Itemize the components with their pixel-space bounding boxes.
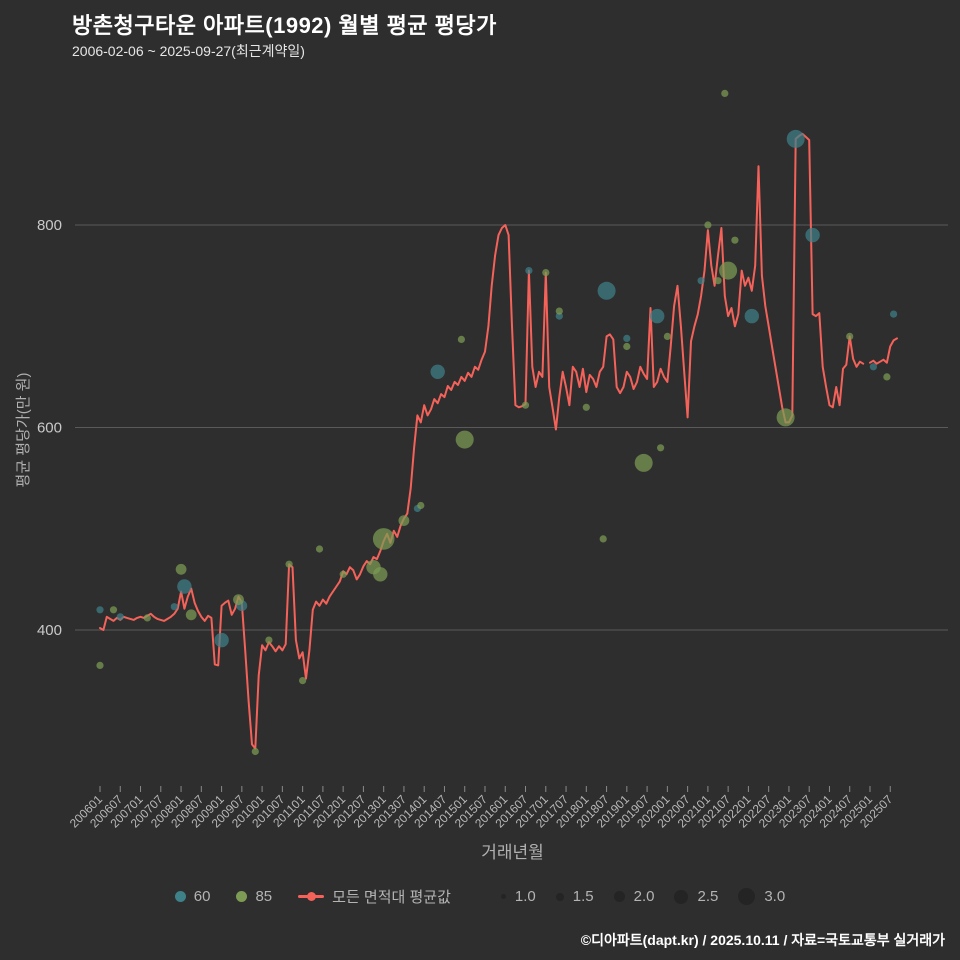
series-60-marker-icon (174, 891, 186, 902)
bubble-85 (731, 236, 739, 244)
bubble-85 (846, 332, 854, 340)
size-legend-item-1.5: 1.5 (555, 888, 594, 905)
bubble-85 (457, 335, 465, 343)
bubble-60 (96, 606, 104, 614)
bubble-85 (521, 401, 530, 409)
size-dot-icon (674, 889, 689, 904)
bubble-85 (372, 528, 395, 550)
series-85-marker-icon (236, 891, 248, 902)
bubble-60 (177, 579, 192, 594)
size-legend-item-1.0: 1.0 (500, 888, 536, 905)
bubble-85 (623, 342, 631, 351)
bubble-85 (663, 332, 672, 340)
legend-item-85[interactable]: 85 (236, 888, 272, 905)
bubble-85 (185, 609, 197, 621)
bubble-85 (265, 636, 273, 644)
average-price-line (99, 132, 898, 750)
legend-label-average: 모든 면적대 평균값 (332, 889, 451, 906)
y-tick-800: 800 (37, 217, 62, 234)
size-dot-icon (555, 892, 564, 901)
page-title: 방촌청구타운 아파트(1992) 월별 평균 평당가 (72, 13, 497, 38)
size-legend-item-2.0: 2.0 (613, 888, 655, 905)
bubble-60 (555, 312, 563, 320)
bubble-85 (542, 269, 550, 277)
bubble-85 (582, 403, 590, 411)
y-tick-600: 600 (37, 420, 62, 437)
bubble-85 (251, 747, 259, 756)
bubble-60 (525, 267, 533, 275)
bubble-85 (398, 515, 410, 526)
bubble-85 (96, 661, 104, 670)
bubble-85 (299, 677, 307, 685)
bubble-85 (233, 594, 244, 605)
chart-legend: 60 85 모든 면적대 평균값 1.0 1.5 2.0 2.5 3.0 (0, 886, 960, 907)
legend-label-60: 60 (193, 888, 211, 905)
bubble-size-legend: 1.0 1.5 2.0 2.5 3.0 (500, 888, 785, 905)
bubble-60 (805, 227, 820, 243)
bubble-60 (623, 334, 631, 342)
size-legend-label: 2.5 (697, 888, 719, 905)
bubble-85 (721, 89, 729, 97)
size-dot-icon (613, 891, 625, 902)
bubble-85 (555, 307, 563, 315)
size-legend-label: 1.5 (572, 888, 594, 905)
size-dot-icon (738, 888, 756, 905)
bubble-85 (704, 221, 712, 229)
size-legend-label: 3.0 (764, 888, 786, 905)
bubble-85 (455, 430, 474, 449)
bubble-85 (339, 570, 347, 578)
bubble-60 (697, 277, 705, 285)
x-axis-label: 거래년월 (481, 843, 544, 862)
bubble-85 (883, 373, 891, 381)
bubble-85 (714, 277, 722, 285)
bubble-60 (170, 603, 178, 611)
bubble-85 (143, 614, 151, 622)
bubble-85 (373, 567, 388, 582)
bubble-60 (214, 632, 229, 648)
legend-item-60[interactable]: 60 (174, 888, 211, 905)
size-legend-label: 2.0 (633, 888, 655, 905)
bubble-60 (116, 613, 124, 621)
bubble-85 (315, 545, 324, 553)
bubble-60 (890, 310, 898, 318)
y-axis-label: 평균 평당가(만 원) (15, 372, 32, 488)
size-dot-icon (500, 894, 506, 899)
bubble-60 (744, 308, 759, 324)
size-legend-label: 1.0 (514, 888, 536, 905)
size-legend-item-3.0: 3.0 (738, 888, 785, 905)
bubble-60 (430, 364, 445, 379)
bubble-60 (597, 281, 616, 300)
bubble-60 (869, 363, 878, 371)
bubble-85 (776, 408, 795, 427)
bubble-85 (719, 261, 738, 280)
legend-item-average[interactable]: 모든 면적대 평균값 (298, 886, 451, 907)
bubble-60 (786, 129, 805, 148)
source-credit: ©디아파트(dapt.kr) / 2025.10.11 / 자료=국토교통부 실… (580, 932, 945, 948)
bubble-85 (657, 444, 665, 452)
y-tick-400: 400 (37, 622, 62, 639)
bubble-85 (417, 501, 425, 510)
average-line-marker-icon (298, 892, 325, 901)
bubble-85 (175, 563, 187, 575)
bubble-85 (109, 606, 118, 614)
bubble-85 (285, 560, 293, 568)
bubble-60 (650, 308, 665, 324)
bubble-85 (599, 535, 607, 543)
date-range-subtitle: 2006-02-06 ~ 2025-09-27(최근계약일) (72, 43, 305, 59)
bubble-85 (634, 453, 653, 472)
legend-label-85: 85 (255, 888, 273, 905)
size-legend-item-2.5: 2.5 (674, 888, 718, 905)
